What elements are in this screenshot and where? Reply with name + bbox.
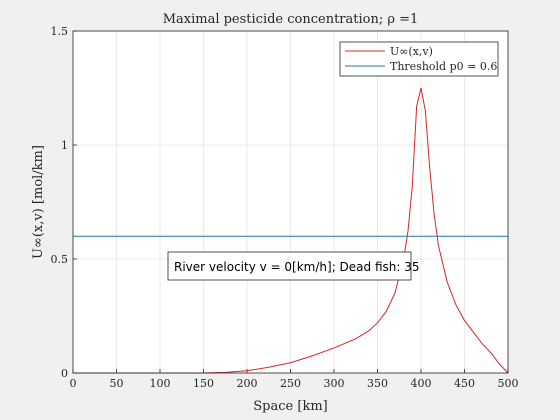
x-tick-label: 50 bbox=[110, 377, 124, 390]
x-tick-label: 250 bbox=[280, 377, 301, 390]
legend-label-0: U∞(x,v) bbox=[390, 45, 433, 58]
annotation: River velocity v = 0[km/h]; Dead fish: 3… bbox=[167, 251, 420, 281]
data-lines bbox=[73, 87, 509, 374]
x-tick-label: 150 bbox=[193, 377, 214, 390]
ticks: 0 50 100 150 200 250 300 350 400 450 500 0 0.5 1 1.5 bbox=[51, 25, 519, 390]
x-tick-label: 450 bbox=[454, 377, 475, 390]
y-axis-label: U∞(x,v) [mol/km] bbox=[31, 145, 46, 259]
annotation-text: River velocity v = 0[km/h]; Dead fish: 3… bbox=[174, 260, 420, 274]
x-tick-label: 100 bbox=[150, 377, 171, 390]
annotation-box bbox=[167, 251, 412, 281]
y-tick-label: 0 bbox=[61, 367, 68, 380]
legend-label-1: Threshold p0 = 0.6 bbox=[390, 60, 497, 73]
x-tick-label: 400 bbox=[411, 377, 432, 390]
plot-frame bbox=[72, 30, 509, 374]
x-tick-label: 500 bbox=[498, 377, 519, 390]
y-tick-label: 1.5 bbox=[51, 25, 69, 38]
x-tick-label: 350 bbox=[367, 377, 388, 390]
x-tick-label: 200 bbox=[237, 377, 258, 390]
x-axis-label: Space [km] bbox=[253, 399, 327, 414]
y-tick-label: 1 bbox=[61, 139, 68, 152]
series-line-0 bbox=[73, 87, 509, 374]
x-tick-label: 300 bbox=[324, 377, 345, 390]
legend-box bbox=[339, 41, 499, 77]
x-tick-label: 0 bbox=[70, 377, 77, 390]
y-tick-label: 0.5 bbox=[51, 253, 69, 266]
legend: U∞(x,v) Threshold p0 = 0.6 bbox=[339, 41, 499, 77]
chart-title: Maximal pesticide concentration; ρ =1 bbox=[163, 12, 419, 27]
